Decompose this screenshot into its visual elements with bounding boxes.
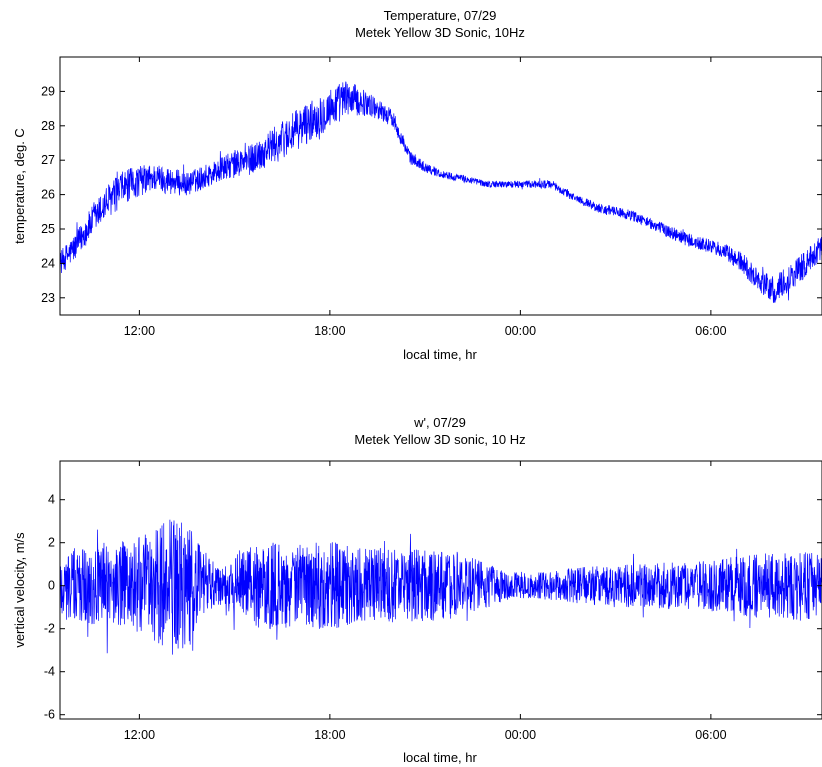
- temperature-y-tick-label: 24: [41, 256, 55, 270]
- vertical-velocity-y-tick-label: -6: [44, 708, 55, 722]
- vertical-velocity-series-line: [60, 519, 822, 655]
- vertical-velocity-y-tick-label: -2: [44, 622, 55, 636]
- temperature-y-tick-label: 28: [41, 119, 55, 133]
- temperature-y-tick-label: 23: [41, 291, 55, 305]
- vertical-velocity-x-ticks: 12:00 18:00 00:00 06:00: [124, 461, 727, 742]
- vertical-velocity-chart-subtitle: Metek Yellow 3D sonic, 10 Hz: [354, 432, 525, 447]
- vertical-velocity-x-tick-label: 06:00: [695, 728, 726, 742]
- vertical-velocity-y-tick-label: 4: [48, 493, 55, 507]
- temperature-chart: Temperature, 07/29 Metek Yellow 3D Sonic…: [12, 8, 822, 362]
- vertical-velocity-y-tick-label: -4: [44, 665, 55, 679]
- vertical-velocity-x-axis-label: local time, hr: [403, 750, 477, 765]
- vertical-velocity-x-tick-label: 12:00: [124, 728, 155, 742]
- temperature-chart-title: Temperature, 07/29: [384, 8, 497, 23]
- temperature-y-ticks: 23 24 25 26 27 28 29: [41, 84, 822, 305]
- temperature-x-tick-label: 06:00: [695, 324, 726, 338]
- vertical-velocity-y-tick-label: 0: [48, 579, 55, 593]
- temperature-x-tick-label: 00:00: [505, 324, 536, 338]
- vertical-velocity-chart-title: w', 07/29: [413, 415, 466, 430]
- temperature-x-tick-label: 12:00: [124, 324, 155, 338]
- temperature-y-tick-label: 29: [41, 84, 55, 98]
- temperature-series-line: [60, 81, 822, 303]
- vertical-velocity-plot-area: [60, 519, 822, 655]
- temperature-y-axis-label: temperature, deg. C: [12, 128, 27, 244]
- temperature-axes-frame: [59, 56, 822, 316]
- vertical-velocity-axes-frame: [59, 460, 822, 720]
- temperature-y-tick-label: 25: [41, 222, 55, 236]
- vertical-velocity-y-tick-label: 2: [48, 536, 55, 550]
- vertical-velocity-y-ticks: -6 -4 -2 0 2 4: [44, 493, 822, 722]
- vertical-velocity-chart: w', 07/29 Metek Yellow 3D sonic, 10 Hz 1…: [12, 415, 822, 765]
- temperature-y-tick-label: 27: [41, 153, 55, 167]
- temperature-chart-subtitle: Metek Yellow 3D Sonic, 10Hz: [355, 25, 525, 40]
- temperature-plot-area: [60, 81, 822, 303]
- vertical-velocity-x-tick-label: 18:00: [314, 728, 345, 742]
- vertical-velocity-x-tick-label: 00:00: [505, 728, 536, 742]
- temperature-x-axis-label: local time, hr: [403, 347, 477, 362]
- temperature-y-tick-label: 26: [41, 188, 55, 202]
- vertical-velocity-y-axis-label: vertical velocity, m/s: [12, 532, 27, 648]
- temperature-x-ticks: 12:00 18:00 00:00 06:00: [124, 57, 727, 338]
- temperature-x-tick-label: 18:00: [314, 324, 345, 338]
